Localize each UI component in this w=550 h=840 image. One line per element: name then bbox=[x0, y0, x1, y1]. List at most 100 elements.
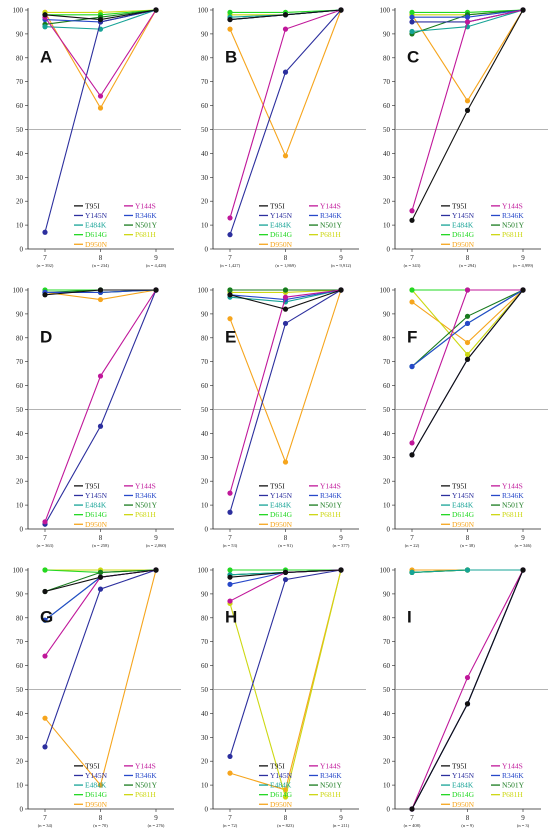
y-tick-label: 70 bbox=[383, 638, 391, 646]
data-point-t95i bbox=[520, 287, 526, 293]
sample-size-label: (n = 70) bbox=[93, 823, 108, 828]
legend-label-d614g: D614G bbox=[85, 790, 108, 799]
legend-label-d614g: D614G bbox=[270, 790, 293, 799]
data-point-y145n bbox=[97, 423, 104, 429]
legend-label-y145n: Y145N bbox=[270, 491, 293, 500]
legend-label-y144s: Y144S bbox=[502, 201, 523, 210]
panel-i: 0 10 20 30 40 50 60 70 80 90 100 7(n = 408) 8(n = 9)… bbox=[380, 567, 548, 828]
legend-label-y144s: Y144S bbox=[135, 201, 156, 210]
data-point-y145n bbox=[282, 576, 289, 583]
legend-label-d614g: D614G bbox=[452, 790, 475, 799]
y-tick-label: 40 bbox=[383, 710, 391, 718]
y-tick-label: 0 bbox=[205, 526, 209, 534]
y-tick-label: 50 bbox=[16, 406, 24, 414]
legend-label-e484k: E484K bbox=[85, 501, 107, 510]
y-tick-label: 0 bbox=[387, 806, 391, 814]
x-tick-label: 8 bbox=[99, 534, 103, 542]
data-point-t95i bbox=[97, 287, 104, 293]
y-tick-label: 70 bbox=[383, 78, 391, 86]
legend-label-p681h: P681H bbox=[135, 510, 156, 519]
data-point-t95i bbox=[97, 16, 104, 23]
data-point-t95i bbox=[464, 356, 471, 362]
x-tick-label: 8 bbox=[466, 534, 470, 542]
y-tick-label: 30 bbox=[383, 454, 391, 462]
sample-size-label: (n = 9,912) bbox=[331, 263, 352, 269]
legend-label-d950n: D950N bbox=[452, 240, 475, 249]
legend-label-d950n: D950N bbox=[85, 800, 108, 809]
legend-label-r346k: R346K bbox=[320, 491, 342, 500]
data-point-d950n bbox=[97, 782, 104, 788]
data-point-t95i bbox=[520, 7, 526, 13]
data-point-t95i bbox=[338, 287, 344, 293]
legend-label-p681h: P681H bbox=[320, 510, 341, 519]
y-tick-label: 90 bbox=[16, 590, 24, 598]
sample-size-label: (n = 392) bbox=[37, 263, 54, 268]
sample-size-label: (n = 53) bbox=[223, 543, 238, 548]
y-tick-label: 100 bbox=[198, 7, 209, 15]
data-point-y144s bbox=[227, 490, 233, 496]
sample-size-label: (n = 823) bbox=[277, 823, 294, 828]
data-point-t95i bbox=[282, 306, 289, 312]
data-point-d950n bbox=[227, 26, 233, 32]
panel-letter: H bbox=[225, 608, 237, 627]
legend-label-e484k: E484K bbox=[452, 221, 474, 230]
sample-size-label: (n = 234) bbox=[92, 263, 109, 268]
y-tick-label: 0 bbox=[205, 246, 209, 254]
legend-label-e484k: E484K bbox=[270, 501, 292, 510]
y-tick-label: 20 bbox=[383, 758, 391, 766]
data-point-d950n bbox=[227, 770, 233, 776]
legend-label-y145n: Y145N bbox=[85, 491, 108, 500]
y-tick-label: 70 bbox=[201, 78, 209, 86]
data-point-y144s bbox=[227, 215, 233, 221]
data-point-y144s bbox=[97, 373, 104, 379]
data-point-t95i bbox=[153, 287, 159, 293]
x-tick-label: 9 bbox=[521, 534, 525, 542]
data-point-d950n bbox=[42, 715, 48, 721]
y-tick-label: 80 bbox=[383, 614, 391, 622]
y-tick-label: 10 bbox=[383, 222, 391, 230]
x-tick-label: 8 bbox=[466, 814, 470, 822]
sample-size-label: (n = 258) bbox=[92, 543, 109, 548]
data-point-d950n bbox=[464, 98, 471, 104]
y-tick-label: 60 bbox=[16, 102, 24, 110]
y-tick-label: 50 bbox=[201, 126, 209, 134]
x-tick-label: 8 bbox=[284, 814, 288, 822]
data-point-t95i bbox=[464, 107, 471, 113]
y-tick-label: 80 bbox=[201, 334, 209, 342]
legend-label-y144s: Y144S bbox=[135, 481, 156, 490]
data-point-d614g bbox=[409, 287, 415, 293]
y-tick-label: 40 bbox=[16, 710, 24, 718]
y-tick-label: 20 bbox=[16, 478, 24, 486]
sample-size-label: (n = 9) bbox=[461, 823, 474, 828]
data-point-d614g bbox=[227, 9, 233, 15]
y-tick-label: 20 bbox=[383, 198, 391, 206]
legend-label-e484k: E484K bbox=[452, 501, 474, 510]
panel-c: 0 10 20 30 40 50 60 70 80 90 100 7(n = 343) 8(n = 29… bbox=[380, 7, 548, 269]
y-tick-label: 60 bbox=[16, 662, 24, 670]
data-point-y145n bbox=[227, 232, 233, 238]
legend-label-n501y: N501Y bbox=[135, 501, 158, 510]
y-tick-label: 70 bbox=[16, 358, 24, 366]
y-tick-label: 50 bbox=[201, 686, 209, 694]
y-tick-label: 90 bbox=[383, 590, 391, 598]
data-point-t95i bbox=[282, 569, 289, 575]
x-tick-label: 7 bbox=[228, 254, 232, 262]
y-tick-label: 10 bbox=[16, 782, 24, 790]
y-tick-label: 80 bbox=[383, 54, 391, 62]
y-tick-label: 40 bbox=[201, 430, 209, 438]
sample-size-label: (n = 22) bbox=[405, 543, 420, 548]
y-tick-label: 80 bbox=[201, 54, 209, 62]
y-tick-label: 80 bbox=[201, 614, 209, 622]
panel-a: 0 10 20 30 40 50 60 70 80 90 100 7(n = 392) 8(n = 23… bbox=[13, 7, 181, 269]
legend-label-r346k: R346K bbox=[135, 771, 157, 780]
y-tick-label: 30 bbox=[201, 454, 209, 462]
data-point-r346k bbox=[42, 617, 48, 623]
data-point-t95i bbox=[227, 16, 233, 23]
y-tick-label: 100 bbox=[13, 567, 24, 575]
sample-size-label: (n = 294) bbox=[459, 263, 476, 268]
